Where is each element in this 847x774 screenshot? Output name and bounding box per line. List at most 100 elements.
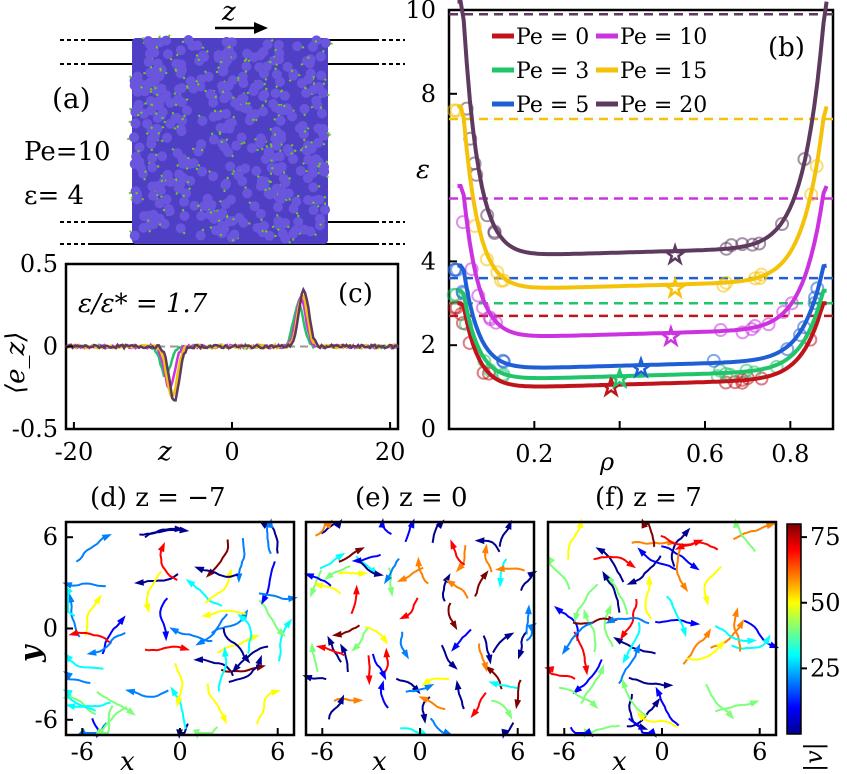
streamline: [491, 699, 511, 715]
particle: [246, 143, 257, 154]
particle: [242, 188, 253, 199]
streamline: [731, 639, 769, 650]
streamline: [139, 527, 179, 536]
streamline-arrowhead: [399, 612, 410, 620]
streamline: [423, 697, 446, 711]
streamline: [609, 578, 629, 615]
streamline: [666, 595, 686, 632]
streamline-ylabel: y: [14, 644, 47, 663]
streamline-arrowhead: [384, 574, 392, 585]
streamline: [519, 630, 528, 655]
particle: [176, 97, 187, 108]
particle: [307, 168, 318, 179]
particle: [277, 228, 288, 239]
streamline: [238, 538, 246, 578]
particle: [242, 48, 253, 59]
particle: [273, 202, 284, 213]
streamline: [478, 643, 487, 667]
particle: [189, 200, 200, 211]
streamline-arrowhead: [595, 547, 606, 555]
streamline: [265, 523, 272, 555]
colorbar-tick-label: 75: [810, 523, 841, 551]
ytick-label: 4: [421, 247, 436, 275]
streamline-arrowhead: [589, 699, 599, 710]
streamline-arrowhead: [621, 678, 629, 689]
particle: [271, 183, 282, 194]
particle: [143, 56, 154, 67]
streamline: [732, 523, 771, 541]
streamline: [81, 722, 108, 734]
streamline: [567, 523, 582, 560]
streamline-arrowhead: [636, 711, 646, 721]
streamline: [371, 653, 385, 676]
streamline: [405, 685, 430, 693]
streamline-arrowhead: [494, 565, 505, 572]
streamline: [235, 645, 269, 670]
streamline: [354, 627, 369, 649]
particle: [241, 61, 252, 72]
particle: [275, 129, 286, 140]
particle: [218, 66, 229, 77]
particle: [132, 194, 143, 205]
xtick-label: 0.6: [686, 440, 724, 468]
streamline: [624, 622, 641, 660]
streamline-arrowhead: [383, 647, 391, 658]
particle: [162, 132, 173, 143]
panel-c-annotation: ε/ε* = 1.7: [78, 289, 208, 319]
streamline-arrowhead: [125, 688, 136, 696]
streamline-arrowhead: [351, 557, 362, 564]
particle: [306, 143, 317, 154]
particle: [183, 35, 194, 46]
particle: [311, 154, 322, 165]
streamline-arrowhead: [170, 686, 179, 697]
streamline: [67, 674, 91, 684]
streamline: [441, 578, 449, 602]
particle: [229, 229, 240, 240]
streamline: [206, 609, 246, 617]
particle: [221, 48, 232, 59]
particle: [195, 230, 206, 241]
particle: [132, 86, 143, 97]
streamline: [67, 691, 97, 712]
critical-star-pe15: [662, 275, 688, 300]
particle: [154, 71, 165, 82]
particle: [157, 151, 168, 162]
particle: [129, 132, 140, 143]
streamline: [67, 582, 106, 588]
streamline-arrowhead: [620, 630, 628, 641]
particle: [308, 205, 319, 216]
streamline: [631, 540, 672, 545]
xtick-label: 20: [375, 438, 406, 466]
streamline: [474, 574, 486, 597]
streamline: [199, 658, 234, 677]
colorbar-label: |v|: [800, 742, 829, 772]
streamline: [318, 583, 342, 595]
streamline: [196, 726, 219, 734]
particle: [208, 134, 219, 145]
particle: [162, 49, 173, 60]
particle: [273, 39, 284, 50]
particle: [208, 97, 219, 108]
streamline-arrowhead: [117, 615, 126, 626]
streamline-arrowhead: [337, 694, 345, 705]
streamline: [484, 549, 493, 573]
streamline-arrowhead: [313, 582, 324, 590]
curve-pe20: [457, 0, 829, 257]
particle: [250, 109, 261, 120]
streamline-arrowhead: [485, 654, 493, 665]
streamline-arrowhead: [255, 654, 262, 666]
data-point-pe10: [735, 325, 750, 340]
streamline-arrowhead: [504, 632, 515, 641]
particle: [318, 165, 329, 176]
streamline-arrowhead: [179, 526, 190, 534]
streamline-arrowhead: [205, 568, 216, 578]
streamline: [262, 561, 276, 600]
streamline-arrowhead: [194, 566, 205, 574]
legend-label-pe5: Pe = 5: [516, 93, 589, 118]
particle: [218, 224, 229, 235]
streamline: [84, 599, 100, 637]
streamline: [404, 597, 419, 618]
streamline-arrowhead: [693, 539, 704, 547]
particle: [249, 201, 260, 212]
